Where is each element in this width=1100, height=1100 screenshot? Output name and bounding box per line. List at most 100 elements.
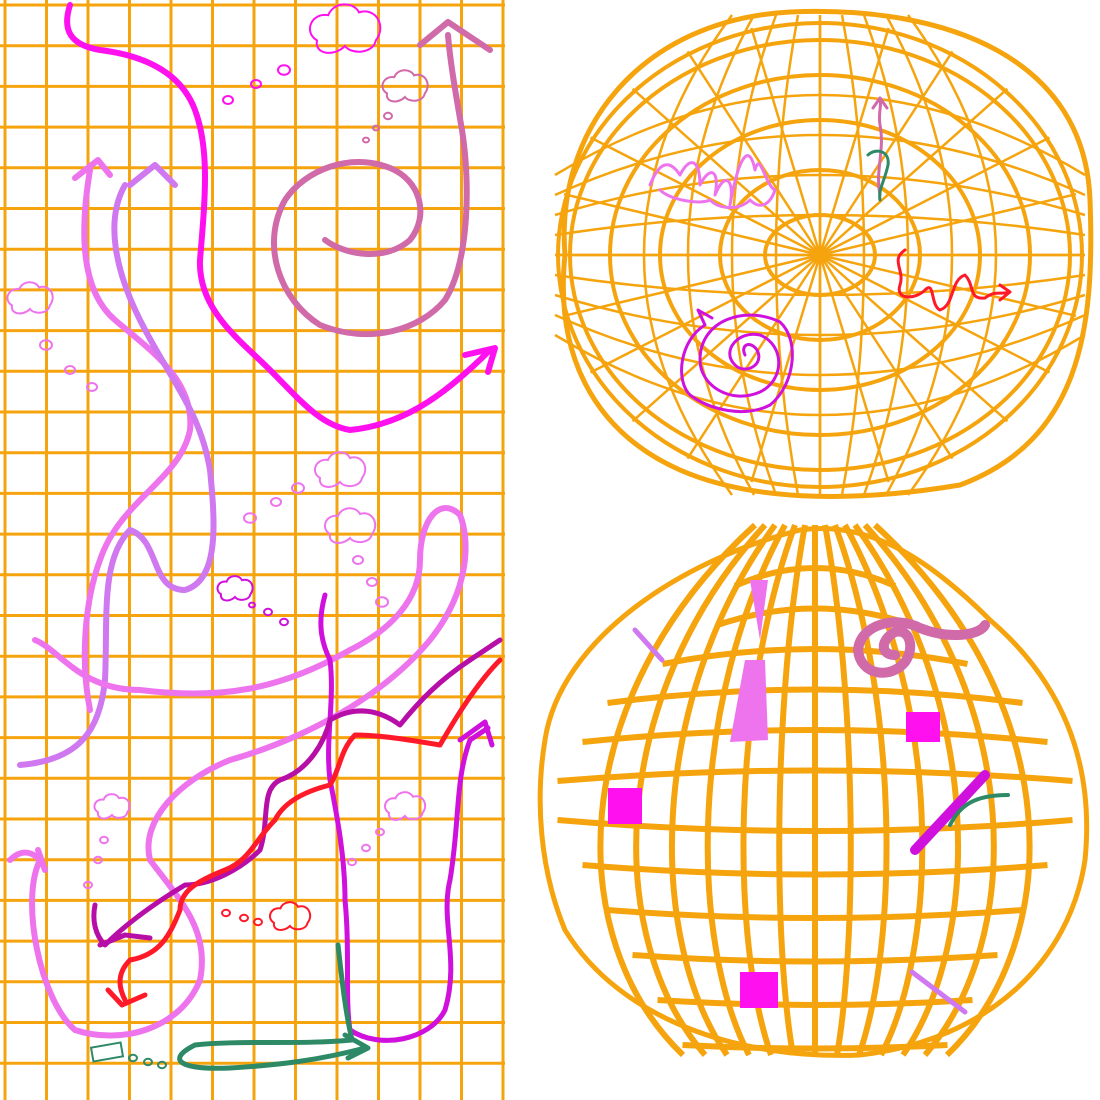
cloud-shape [268, 901, 312, 931]
sphere-spoke [818, 254, 890, 483]
cloud-shape [216, 575, 254, 602]
sphere-parallel [661, 646, 969, 667]
bottom-mauve-spiral [853, 617, 990, 678]
sphere-meridian [862, 14, 910, 496]
bubble-dot [143, 1057, 153, 1067]
sphere-spoke [819, 254, 1009, 423]
cloud-shape [323, 507, 377, 544]
warp-bottom-sphere [537, 522, 1090, 1058]
sphere-spoke [631, 87, 821, 256]
sphere-parallel [554, 293, 1086, 337]
bubble-dot [362, 136, 370, 144]
bubble-dot [239, 913, 249, 923]
bubble-dot [93, 855, 103, 865]
warp-bottom-grid [537, 522, 1090, 1058]
sphere-spoke [819, 87, 1009, 256]
bubble-dot [157, 1060, 167, 1070]
sphere-meridian [832, 523, 890, 1056]
bubble-dot [347, 857, 357, 867]
sphere-meridian [840, 14, 866, 496]
bubble-dot [83, 880, 93, 890]
cloud-shape [308, 3, 382, 54]
sphere-spoke [563, 253, 821, 318]
top-green-hook [866, 149, 890, 202]
green-arrow-stroke [177, 942, 371, 1071]
top-purple-spiral [680, 308, 794, 413]
sphere-parallel [582, 862, 1048, 878]
bubble-dot [366, 577, 378, 587]
sphere-spoke [819, 253, 1051, 374]
bubble-dot [253, 917, 263, 927]
cloud-shape [381, 69, 429, 103]
bubble-dot [291, 482, 305, 494]
purple-arrow-stroke [318, 592, 495, 1043]
magenta-arrow-stroke [64, 2, 498, 433]
sphere-meridian [884, 14, 954, 496]
sphere-parallel [682, 1042, 948, 1052]
bubble-dot [383, 111, 393, 121]
sphere-parallel [607, 686, 1023, 706]
sphere-parallel [733, 565, 897, 589]
sphere-spoke [686, 50, 822, 256]
sphere-spoke [819, 192, 1077, 257]
bottom-magenta-square-3 [740, 972, 778, 1008]
sphere-outline [560, 8, 1094, 499]
bubble-dot [375, 596, 389, 608]
thought-clouds [6, 3, 429, 1070]
bubble-dot [250, 79, 262, 89]
square-grid-panel [0, 0, 505, 1100]
bottom-magenta-square-2 [608, 788, 642, 824]
sphere-spoke [750, 254, 822, 483]
top-mauve-arrow [871, 96, 889, 197]
violet-arrow-stroke [17, 162, 217, 768]
sphere-parallel [632, 952, 998, 965]
bubble-dot [270, 497, 282, 507]
bubble-dot [372, 124, 380, 132]
bottom-pink-exclamation [730, 580, 768, 742]
bubble-dot [263, 607, 273, 617]
bubble-dot [86, 382, 98, 392]
bubble-dot [39, 339, 53, 351]
sphere-meridian [704, 523, 788, 1057]
warp-top-sphere [554, 8, 1094, 499]
sphere-spoke [818, 254, 954, 460]
bubble-dot [248, 601, 256, 609]
top-red-squiggle [896, 248, 1012, 312]
sphere-parallel [582, 727, 1048, 745]
bubble-dot [221, 908, 231, 918]
cloud-shape [313, 451, 367, 488]
red-arrow-stroke [105, 657, 503, 1008]
sphere-parallel [657, 997, 973, 1008]
sphere-parallel [554, 273, 1086, 297]
sphere-spoke [631, 254, 821, 423]
bubble-dot [375, 827, 385, 837]
sphere-parallel [607, 907, 1023, 921]
bubble-dot [128, 1053, 138, 1063]
sphere-parallel [554, 333, 1086, 417]
bubble-dot [279, 617, 289, 627]
sphere-spoke [819, 136, 1051, 257]
grid-lines [0, 0, 505, 1100]
sphere-meridian [776, 524, 808, 1056]
sphere-spoke [818, 27, 890, 256]
bottom-pink-dash-1 [632, 627, 665, 663]
bubble-dot [277, 64, 291, 76]
sphere-meridian [906, 14, 998, 496]
bottom-purple-bar [910, 770, 990, 855]
sphere-meridian [842, 523, 926, 1057]
mauve-spiral-stroke [270, 19, 493, 338]
bubble-dot [352, 555, 364, 565]
bottom-pink-dash-2 [909, 969, 968, 1015]
bubble-dot [64, 365, 76, 375]
bubble-dot [243, 512, 257, 524]
sphere-parallel [554, 313, 1086, 377]
sphere-spoke [589, 136, 821, 257]
cloud-shape [93, 793, 131, 820]
sphere-spoke [750, 27, 822, 256]
bottom-green-hook [948, 793, 1010, 827]
sphere-meridian [597, 522, 758, 1058]
cloud-shape [383, 791, 427, 821]
bubble-dot [99, 835, 109, 845]
top-pink-scribble [648, 154, 777, 209]
green-small-box [89, 1041, 125, 1063]
